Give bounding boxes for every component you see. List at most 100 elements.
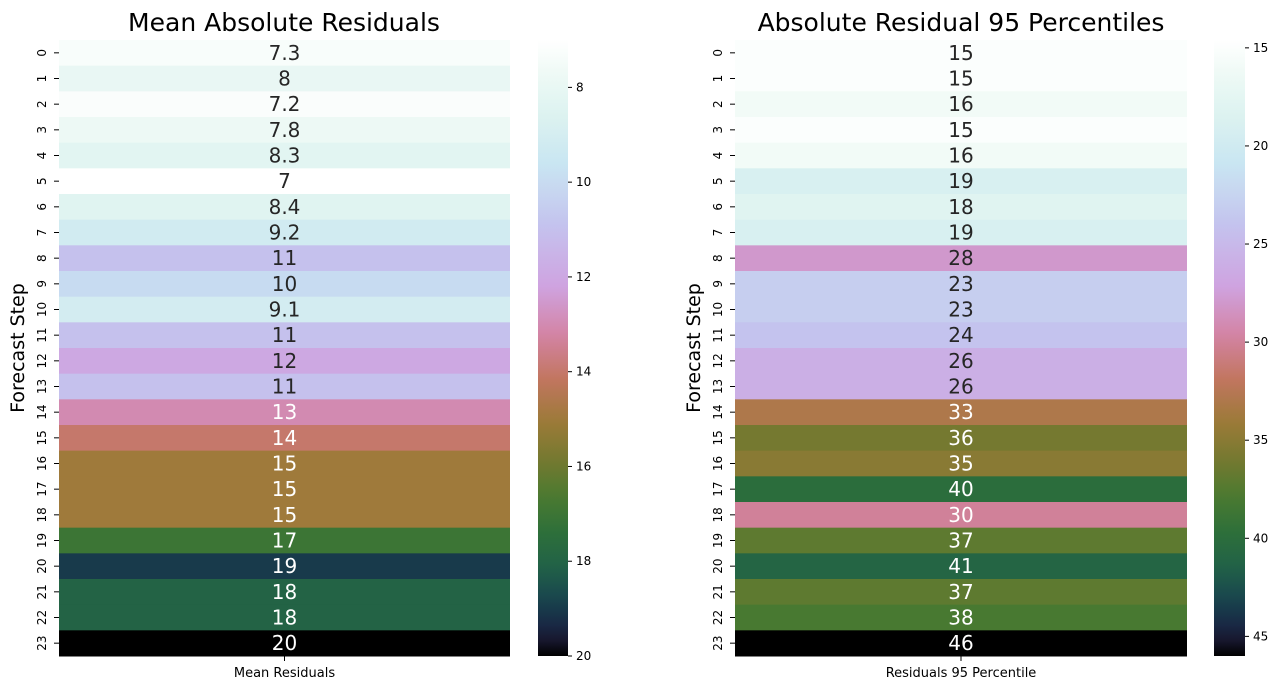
cell-value-label: 26	[948, 349, 973, 373]
y-axis-label: Forecast Step	[683, 283, 705, 413]
heatmap-cell	[735, 502, 1187, 529]
cell-value-label: 15	[272, 503, 297, 527]
y-tick-label: 4	[711, 152, 725, 160]
heatmap-cell	[59, 271, 510, 298]
cell-value-label: 20	[272, 631, 297, 655]
cell-value-label: 18	[948, 195, 973, 219]
y-tick-label: 10	[711, 302, 725, 317]
heatmap-cell	[59, 373, 510, 400]
heatmap-cell	[735, 553, 1187, 580]
cell-value-label: 10	[272, 272, 297, 296]
heatmap-cell	[59, 91, 510, 118]
heatmap-cell	[735, 579, 1187, 606]
heatmap-cell	[735, 296, 1187, 323]
cell-value-label: 7	[278, 169, 291, 193]
colorbar-tick-label: 15	[1253, 41, 1268, 55]
cell-value-label: 11	[272, 323, 297, 347]
y-tick-label: 0	[711, 49, 725, 57]
colorbar-tick-label: 25	[1253, 237, 1268, 251]
y-tick-label: 7	[711, 229, 725, 237]
y-tick-label: 18	[35, 507, 49, 522]
colorbar-tick-label: 16	[576, 459, 591, 473]
heatmap-cell	[59, 630, 510, 657]
colorbar	[1214, 40, 1245, 656]
cell-value-label: 11	[272, 246, 297, 270]
cell-value-label: 15	[272, 477, 297, 501]
colorbar-tick-label: 14	[576, 365, 591, 379]
y-tick-label: 19	[35, 533, 49, 548]
y-tick-label: 5	[711, 177, 725, 185]
heatmap-cell	[735, 168, 1187, 195]
heatmap-cell	[735, 322, 1187, 349]
colorbar-tick-label: 30	[1253, 335, 1268, 349]
colorbar-tick-label: 18	[576, 554, 591, 568]
y-tick-label: 18	[711, 507, 725, 522]
y-tick-label: 6	[711, 203, 725, 211]
x-tick-label: Residuals 95 Percentile	[886, 666, 1037, 681]
cell-value-label: 8	[278, 67, 291, 91]
chart-title: Mean Absolute Residuals	[128, 8, 440, 37]
colorbar-tick-label: 35	[1253, 433, 1268, 447]
cell-value-label: 12	[272, 349, 297, 373]
y-tick-label: 7	[35, 229, 49, 237]
cell-value-label: 15	[948, 41, 973, 65]
cell-value-label: 36	[948, 426, 973, 450]
y-tick-label: 21	[35, 584, 49, 599]
heatmap-cell	[735, 65, 1187, 92]
cell-value-label: 14	[272, 426, 297, 450]
heatmap-cell	[59, 527, 510, 554]
y-tick-label: 14	[35, 405, 49, 420]
cell-value-label: 11	[272, 375, 297, 399]
cell-value-label: 30	[948, 503, 973, 527]
heatmap-cell	[735, 245, 1187, 272]
chart-title: Absolute Residual 95 Percentiles	[758, 8, 1165, 37]
y-tick-label: 16	[35, 456, 49, 471]
cell-value-label: 35	[948, 452, 973, 476]
heatmap-cell	[59, 65, 510, 92]
cell-value-label: 16	[948, 92, 973, 116]
heatmap-cell	[59, 476, 510, 503]
cell-value-label: 8.4	[269, 195, 301, 219]
heatmap-cell	[735, 117, 1187, 144]
colorbar-tick-label: 8	[576, 80, 584, 94]
y-tick-label: 11	[35, 328, 49, 343]
cell-value-label: 16	[948, 144, 973, 168]
y-tick-label: 10	[35, 302, 49, 317]
cell-value-label: 7.2	[269, 92, 301, 116]
heatmap-cell	[59, 245, 510, 272]
heatmap-cell	[735, 40, 1187, 67]
y-tick-label: 2	[711, 100, 725, 108]
heatmap-cell	[735, 219, 1187, 246]
cell-value-label: 26	[948, 375, 973, 399]
heatmap-cell	[59, 322, 510, 349]
heatmap-cell	[59, 219, 510, 246]
heatmap-cell	[59, 399, 510, 426]
y-tick-label: 17	[711, 482, 725, 497]
heatmap-cell	[59, 117, 510, 144]
cell-value-label: 9.2	[269, 221, 301, 245]
y-tick-label: 20	[711, 559, 725, 574]
y-tick-label: 22	[711, 610, 725, 625]
cell-value-label: 19	[948, 221, 973, 245]
heatmap-cell	[59, 40, 510, 67]
cell-value-label: 28	[948, 246, 973, 270]
y-tick-label: 6	[35, 203, 49, 211]
heatmap-cell	[735, 476, 1187, 503]
heatmap-cell	[735, 142, 1187, 169]
heatmap-cell	[59, 450, 510, 477]
y-tick-label: 17	[35, 482, 49, 497]
y-tick-label: 8	[711, 254, 725, 262]
cell-value-label: 37	[948, 580, 973, 604]
cell-value-label: 15	[948, 118, 973, 142]
y-tick-label: 16	[711, 456, 725, 471]
cell-value-label: 38	[948, 606, 973, 630]
y-tick-label: 9	[35, 280, 49, 288]
heatmap-cell	[735, 271, 1187, 298]
y-tick-label: 23	[711, 636, 725, 651]
heatmap-cell	[59, 142, 510, 169]
y-tick-label: 3	[35, 126, 49, 134]
heatmap-cell	[59, 553, 510, 580]
cell-value-label: 9.1	[269, 298, 301, 322]
y-tick-label: 23	[35, 636, 49, 651]
cell-value-label: 19	[948, 169, 973, 193]
